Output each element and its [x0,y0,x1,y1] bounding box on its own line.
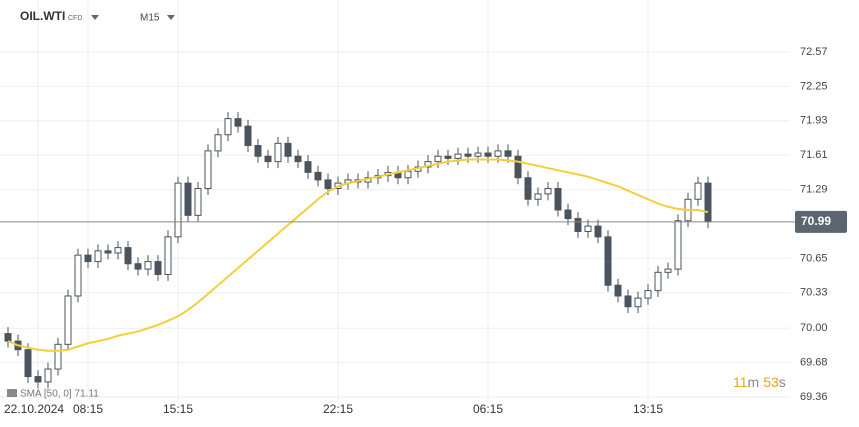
candle-body [64,295,72,345]
instrument: CFD [68,15,82,22]
candle-body [84,254,92,263]
candle-body [54,343,62,370]
candle-body [194,187,202,216]
sma-line [7,158,709,352]
interval-dropdown[interactable] [167,15,175,20]
candle-body [314,171,322,181]
candle-body [154,261,162,275]
y-tick-label: 70.33 [800,287,828,299]
x-tick-label: 06:15 [473,402,503,416]
y-tick-label: 71.93 [800,115,828,127]
candle-body [44,368,52,383]
candle-body [474,152,482,157]
candle-body [244,125,252,147]
x-tick-label: 13:15 [633,402,663,416]
candle-body [704,182,712,223]
x-tick-label: 15:15 [163,402,193,416]
interval[interactable]: M15 [140,13,160,24]
candle-body [24,349,32,378]
y-tick-label: 69.36 [800,391,828,403]
candle-body [544,187,552,195]
y-tick-label: 72.25 [800,80,828,92]
candle-body [664,268,672,273]
candle-body [224,118,232,136]
candle-body [124,247,132,265]
x-tick-label: 22.10.2024 [4,402,64,416]
candle-body [4,333,12,342]
candle-body [324,179,332,189]
current-price-box [795,210,847,233]
candle-body [674,220,682,270]
candle-body [214,134,222,152]
candle-body [174,182,182,238]
candle-body [454,153,462,159]
candle-body [274,142,282,163]
candle-body [594,225,602,238]
y-tick-label: 71.29 [800,183,828,195]
x-tick-label: 08:15 [73,402,103,416]
candle-body [144,261,152,270]
candle-body [574,218,582,232]
candle-body [694,182,702,200]
candle-body [564,209,572,220]
candle-body [584,225,592,232]
symbol-dropdown[interactable] [91,15,99,20]
candle-body [164,236,172,275]
candle-body [204,150,212,189]
candle-body [514,155,522,179]
y-tick-label: 72.57 [800,46,828,58]
candle-body [114,247,122,254]
candle-body [404,170,412,179]
symbol[interactable]: OIL.WTI [20,9,65,23]
candle-body [74,254,82,297]
candle-body [534,193,542,200]
candle-body [634,297,642,308]
candle-body [524,177,532,200]
candle-body [614,284,622,297]
y-tick-label: 70.65 [800,252,828,264]
y-tick-label: 71.61 [800,149,828,161]
legend-sma: SMA [50, 0] 71.11 [20,389,99,400]
candle-body [34,376,42,383]
candle-body [434,155,442,163]
candle-body [94,250,102,263]
candle-body [604,236,612,286]
candle-body [134,263,142,270]
current-price-label: 70.99 [801,214,831,228]
candle-body [504,150,512,157]
legend-icon [7,389,17,397]
candle-body [494,150,502,157]
candle-body [624,295,632,308]
candle-body [304,161,312,173]
candle-body [484,152,492,157]
candle-body [644,290,652,299]
candle-body [234,118,242,127]
y-tick-label: 70.00 [800,322,828,334]
candle-body [654,271,662,292]
candle-body [184,182,192,216]
candle-body [264,155,272,163]
candle-body [284,142,292,157]
candle-body [294,155,302,163]
candle-body [464,153,472,157]
candle-body [444,155,452,159]
y-tick-label: 69.68 [800,357,828,369]
candle-body [254,145,262,157]
candle-body [104,250,112,254]
x-tick-label: 22:15 [323,402,353,416]
timer: 11m 53s [733,374,786,390]
candle-body [554,187,562,211]
